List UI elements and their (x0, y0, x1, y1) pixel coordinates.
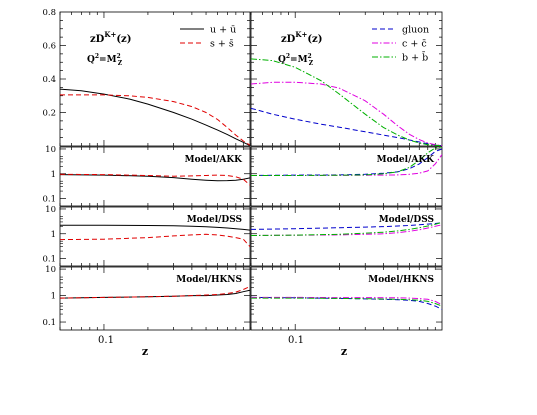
annotation-scale-sup: 2 (95, 53, 99, 60)
series-line-gluon (251, 222, 442, 230)
series-line-u-ubar (60, 88, 250, 146)
legend-label: b + b̄ (402, 51, 428, 63)
x-axis-label-left: z (142, 345, 148, 358)
annotation-ff-sup: K+ (104, 30, 116, 39)
y-tick-label: 0.2 (42, 109, 56, 119)
annotation-scale-eq: =M (290, 55, 308, 65)
panel-right-top: zDK+(z)zD^{K+}(z)Q2=M2 ZQ^2=M_Z^2gluonc +… (250, 11, 443, 147)
series-line-s-sbar (60, 286, 250, 299)
ratio-label: Model/AKK (377, 155, 435, 165)
panel-left-ratio-dss: 0.1 1 10 Model/DSS (42, 205, 251, 267)
ratio-label: Model/DSS (187, 215, 242, 225)
ratio-label: Model/DSS (379, 215, 434, 225)
series-line-u-ubar (60, 224, 250, 231)
panel-right-ratio-akk: Model/AKK (250, 146, 443, 207)
annotation-scale-sup2: 2 (117, 53, 121, 60)
annotation-scale-q: Q (278, 55, 286, 65)
y-tick-label: 0.4 (42, 75, 56, 85)
panel-right-ratio-dss: Model/DSS (250, 206, 443, 267)
series-line-b-bbar (251, 147, 442, 176)
panel-frame (250, 206, 443, 267)
annotation-ff-text: zD (281, 34, 296, 45)
y-tick-label: 0.1 (42, 195, 56, 205)
annotation-scale-eq: =M (99, 55, 117, 65)
y-tick-label: 10 (45, 145, 56, 155)
y-tick-label: 0.1 (42, 255, 56, 265)
legend-label: c + c̄ (402, 39, 427, 50)
legend-label: s + s̄ (210, 39, 234, 50)
y-tick-label: 1 (51, 292, 56, 302)
y-tick-label: 10 (45, 205, 56, 215)
annotation-scale-sup: 2 (286, 53, 290, 60)
panel-left-ratio-akk: 0.1 1 10 Model/AKK (42, 145, 251, 207)
annotation-ff-sup: K+ (295, 30, 307, 39)
annotation-scale-sup2: 2 (308, 53, 312, 60)
series-line-b-bbar (251, 58, 442, 146)
series-line-s-sbar (60, 94, 250, 146)
ratio-label: Model/AKK (185, 155, 243, 165)
annotation-scale: Q2=M2 ZQ^2=M_Z^2 (87, 53, 123, 67)
y-tick-label: 10 (45, 265, 56, 275)
legend-label: gluon (402, 25, 429, 36)
series-line-gluon (251, 107, 442, 146)
series-line-s-sbar (60, 173, 250, 186)
annotation-ff: zDK+(z)zD^{K+}(z) (90, 30, 131, 45)
panel-frame (59, 266, 251, 331)
ratio-label: Model/HKNS (176, 275, 242, 285)
annotation-ff-text: zD (90, 34, 105, 45)
y-tick-label: 1 (51, 170, 56, 180)
series-line-c-cbar (251, 81, 442, 146)
panel-right-ratio-hkns: Model/HKNS (250, 266, 443, 331)
legend-label: u + ū (210, 25, 236, 36)
series-line-s-sbar (60, 233, 250, 248)
panel-frame (59, 206, 251, 267)
x-tick-label-right: 0.1 (288, 335, 304, 346)
y-tick-label: 0.8 (42, 8, 56, 18)
series-line-b-bbar (251, 297, 442, 307)
panel-frame (250, 146, 443, 207)
series-line-b-bbar (251, 221, 442, 236)
y-tick-label: 1 (51, 230, 56, 240)
ratio-label: Model/HKNS (368, 275, 434, 285)
y-tick-label: 0.1 (42, 318, 56, 328)
panel-frame (59, 146, 251, 207)
annotation-scale-sub: Z (309, 60, 314, 67)
annotation-ff-arg: (z) (307, 34, 322, 45)
panel-left-ratio-hkns: 0.1 1 10 Model/HKNS (42, 265, 251, 331)
annotation-scale: Q2=M2 ZQ^2=M_Z^2 (278, 53, 314, 67)
annotation-scale-q: Q (87, 55, 95, 65)
y-tick-label: 0.6 (42, 42, 56, 52)
series-line-c-cbar (251, 296, 442, 306)
x-axis-label-right: z (341, 345, 347, 358)
x-tick-label-left: 0.1 (98, 335, 114, 346)
series-line-u-ubar (60, 174, 250, 182)
annotation-scale-sub: Z (118, 60, 123, 67)
annotation-ff-arg: (z) (116, 34, 131, 45)
annotation-ff: zDK+(z)zD^{K+}(z) (281, 30, 322, 45)
